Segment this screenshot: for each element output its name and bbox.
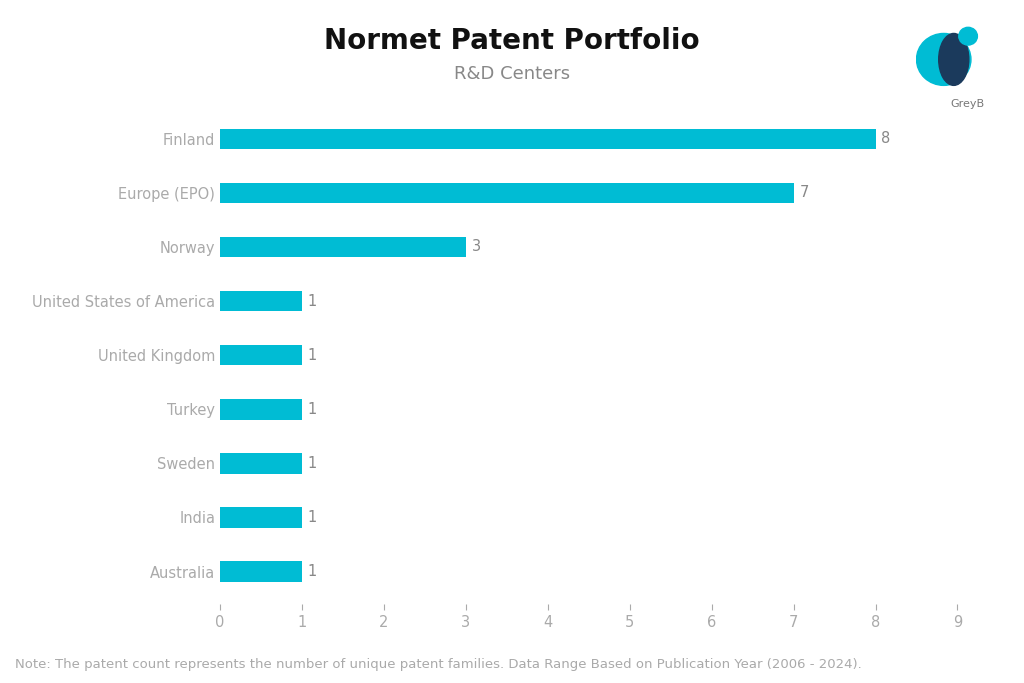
Text: 1: 1 <box>308 456 317 471</box>
Bar <box>220 182 794 203</box>
Bar <box>220 399 302 419</box>
Text: R&D Centers: R&D Centers <box>454 65 570 83</box>
Bar <box>220 561 302 582</box>
Bar <box>220 128 876 149</box>
Bar <box>220 237 466 257</box>
Bar <box>220 453 302 473</box>
Text: 1: 1 <box>308 294 317 309</box>
Text: 7: 7 <box>800 185 809 200</box>
Text: 1: 1 <box>308 348 317 363</box>
Text: 3: 3 <box>472 240 481 255</box>
Bar <box>220 507 302 528</box>
Text: 1: 1 <box>308 510 317 525</box>
Text: Note: The patent count represents the number of unique patent families. Data Ran: Note: The patent count represents the nu… <box>15 658 862 671</box>
Bar <box>220 291 302 311</box>
Circle shape <box>958 27 977 45</box>
Circle shape <box>916 33 971 85</box>
Text: 8: 8 <box>882 131 891 146</box>
Text: 1: 1 <box>308 402 317 417</box>
Text: GreyB: GreyB <box>950 99 985 109</box>
Bar <box>220 345 302 365</box>
Text: Normet Patent Portfolio: Normet Patent Portfolio <box>325 27 699 55</box>
Text: 1: 1 <box>308 564 317 579</box>
Ellipse shape <box>939 33 969 85</box>
